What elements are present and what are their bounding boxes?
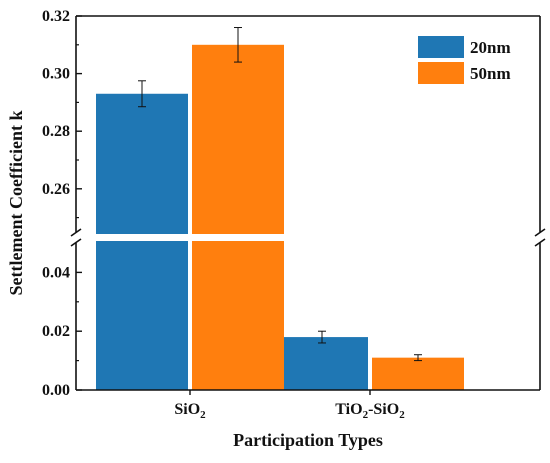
axis-break-layer [77,234,539,241]
left-break-mark-upper [70,228,82,237]
legend-swatch-20nm [418,36,464,58]
legend-swatch-50nm [418,62,464,84]
y-tick-label: 0.28 [42,123,70,140]
y-tick-label: 0.30 [42,66,70,83]
legend: 20nm 50nm [418,36,511,84]
x-category-label-TiO2-SiO2: TiO2-SiO2 [335,401,405,421]
bar-20nm-SiO2 [96,93,188,390]
bar-50nm-TiO2-SiO2 [372,357,464,390]
legend-label-20nm: 20nm [470,38,511,57]
axis-break-gap [77,234,539,241]
ticks-layer: 0.00 0.02 0.04 0.26 0.28 0.30 0.32 SiO2 TiO2-SiO… [42,8,405,421]
y-tick-label: 0.26 [42,181,70,198]
y-axis-title: Settlement Coefficient k [6,111,26,296]
right-break-mark-lower [534,238,546,247]
y-tick-label: 0.00 [42,382,70,399]
right-break-mark-upper [534,228,546,237]
y-tick-label: 0.04 [42,264,70,281]
x-category-label-SiO2: SiO2 [174,401,206,421]
errorbars-layer [138,27,422,362]
bars-layer [96,44,464,391]
y-tick-label: 0.02 [42,323,70,340]
y-tick-label: 0.32 [42,8,70,25]
bar-20nm-TiO2-SiO2 [276,337,368,390]
legend-label-50nm: 50nm [470,64,511,83]
axes-layer [70,15,546,391]
left-break-mark-lower [70,238,82,247]
bar-50nm-SiO2 [192,44,284,391]
x-axis-title: Participation Types [233,430,383,450]
